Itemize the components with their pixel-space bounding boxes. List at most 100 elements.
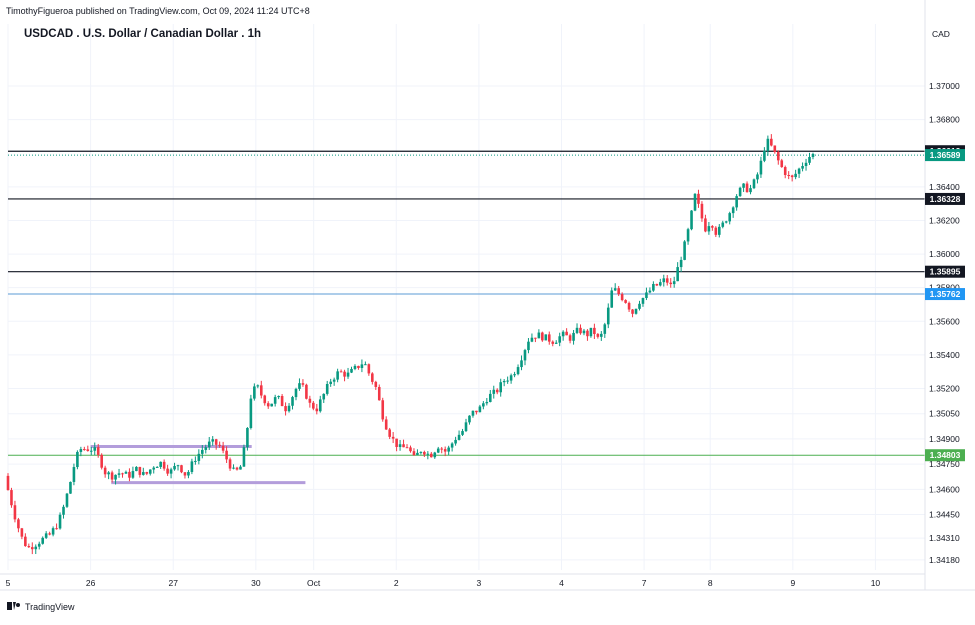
candle-body xyxy=(225,450,228,460)
candle-body xyxy=(169,469,173,474)
candle-body xyxy=(152,467,156,470)
candle-body xyxy=(804,162,808,167)
candle-body xyxy=(148,469,152,474)
candle-body xyxy=(10,490,13,506)
candle-body xyxy=(527,341,530,351)
time-tick-label: Oct xyxy=(307,578,321,588)
range-box-layer xyxy=(90,444,306,485)
candle-body xyxy=(523,350,527,361)
price-tick-label: 1.34900 xyxy=(929,434,960,444)
candle-body xyxy=(502,380,506,383)
candle-body xyxy=(124,471,128,474)
tradingview-logo[interactable]: TradingView xyxy=(7,602,75,612)
candle-body xyxy=(593,327,596,335)
candle-body xyxy=(811,153,815,157)
price-tag-background xyxy=(925,149,965,162)
candle-body xyxy=(645,292,648,299)
candle-body xyxy=(558,336,561,343)
candle-body xyxy=(312,402,315,409)
symbol-title[interactable]: USDCAD . U.S. Dollar / Canadian Dollar .… xyxy=(24,28,261,40)
candle-body xyxy=(364,364,367,366)
candle-body xyxy=(808,156,811,163)
candle-body xyxy=(450,443,454,448)
candle-body xyxy=(495,389,499,393)
candle-body xyxy=(485,401,489,404)
candle-body xyxy=(336,371,339,380)
candle-body xyxy=(547,334,551,342)
candle-body xyxy=(48,533,51,535)
candle-body xyxy=(246,427,249,448)
candle-body xyxy=(79,449,83,452)
candle-body xyxy=(128,471,131,478)
candle-body xyxy=(582,330,586,334)
candle-body xyxy=(280,395,284,407)
candle-body xyxy=(371,373,374,382)
candle-body xyxy=(228,459,232,469)
candle-body xyxy=(506,380,509,382)
candle-body xyxy=(679,259,683,268)
candle-body xyxy=(159,461,162,467)
candle-body xyxy=(624,300,627,303)
candle-body xyxy=(416,452,419,456)
candle-body xyxy=(204,447,208,450)
candle-body xyxy=(735,196,738,208)
candle-body xyxy=(773,145,777,152)
time-tick-label: 9 xyxy=(790,578,795,588)
candle-body xyxy=(305,384,308,399)
candle-body xyxy=(187,471,190,476)
candle-body xyxy=(291,397,294,406)
candle-body xyxy=(24,536,27,547)
candle-body xyxy=(447,447,450,452)
candle-body xyxy=(589,327,593,337)
candle-body xyxy=(374,381,378,387)
candle-body xyxy=(294,388,298,398)
candle-body xyxy=(51,528,55,535)
tradingview-brand: TradingView xyxy=(25,602,75,612)
candle-body xyxy=(704,218,707,232)
candle-body xyxy=(114,474,117,480)
candle-body xyxy=(135,466,138,472)
candle-body xyxy=(693,193,697,211)
candle-body xyxy=(763,150,766,161)
candle-body xyxy=(433,452,437,458)
price-tag-label: 1.36328 xyxy=(930,194,961,204)
candle-body xyxy=(173,466,176,470)
candle-body xyxy=(544,334,548,341)
candle-body xyxy=(731,207,735,214)
candle-body xyxy=(655,283,659,286)
candle-body xyxy=(242,447,246,467)
candle-body xyxy=(745,183,749,193)
candle-body xyxy=(72,467,76,482)
candle-body xyxy=(423,451,426,455)
candle-body xyxy=(398,444,402,447)
candle-body xyxy=(62,506,65,515)
candle-body xyxy=(100,454,103,468)
candle-body xyxy=(6,475,10,491)
candle-body xyxy=(697,193,700,204)
candle-body xyxy=(721,222,725,227)
price-tick-label: 1.34180 xyxy=(929,555,960,565)
candle-body xyxy=(34,546,38,550)
candle-body xyxy=(711,226,714,228)
price-axis-labels[interactable]: 1.37000 1.36800 1.36400 1.36200 1.36000 1.358… xyxy=(929,81,960,565)
candle-body xyxy=(572,332,575,341)
candle-body xyxy=(482,403,485,407)
candle-body xyxy=(409,447,412,452)
candle-body xyxy=(603,324,607,334)
price-tick-label: 1.35050 xyxy=(929,409,960,419)
candle-body xyxy=(55,528,58,530)
tradingview-logo-icon xyxy=(7,602,20,610)
candle-body xyxy=(600,333,603,337)
candle-body xyxy=(579,327,582,334)
candle-body xyxy=(492,389,496,394)
price-tick-label: 1.36800 xyxy=(929,115,960,125)
candle-body xyxy=(440,448,444,450)
candle-body xyxy=(461,431,464,435)
candle-body xyxy=(468,415,471,423)
price-tags-layer: 1.366121.363281.358951.357621.348031.365… xyxy=(925,145,965,462)
price-tick-label: 1.35400 xyxy=(929,350,960,360)
candle-body xyxy=(565,331,568,336)
time-axis-labels[interactable]: 5 26 27 30 Oct 2 3 4 7 8 9 10 xyxy=(6,578,881,588)
